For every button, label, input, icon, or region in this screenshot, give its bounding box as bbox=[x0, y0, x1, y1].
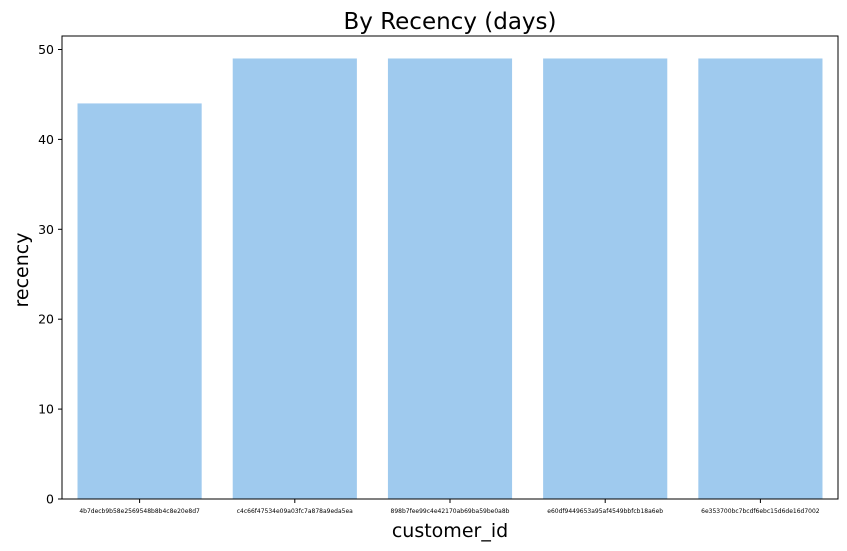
bar-4 bbox=[543, 58, 668, 499]
y-tick-label: 50 bbox=[38, 42, 54, 57]
bar-2 bbox=[232, 58, 357, 499]
x-tick-label: c4c66f47534e09a03fc7a878a9eda5ea bbox=[237, 508, 353, 515]
plot-frame bbox=[61, 35, 839, 500]
x-tick-label: 6e353700bc7bcdf6ebc15d6de16d7002 bbox=[701, 508, 820, 515]
y-axis-ticks: 0 10 20 30 40 50 bbox=[38, 42, 62, 507]
x-tick-label: e60df9449653a95af4549bbfcb18a6eb bbox=[547, 508, 663, 515]
bar-3 bbox=[387, 58, 513, 499]
x-axis-ticks: 4b7decb9b58e2569548b8b4c8e20e8d7 c4c66f47… bbox=[79, 499, 820, 515]
y-tick-label: 0 bbox=[46, 492, 54, 507]
bar-1 bbox=[77, 103, 202, 499]
y-tick-label: 20 bbox=[38, 312, 54, 327]
x-axis-title: customer_id bbox=[392, 520, 508, 542]
y-axis-title: recency bbox=[11, 233, 33, 308]
bar-5 bbox=[698, 58, 823, 499]
x-tick-label: 4b7decb9b58e2569548b8b4c8e20e8d7 bbox=[79, 508, 200, 515]
y-tick-label: 30 bbox=[38, 222, 54, 237]
x-tick-label: 898b7fee99c4e42170ab69ba59be0a8b bbox=[391, 508, 510, 515]
y-tick-label: 10 bbox=[38, 402, 54, 417]
y-tick-label: 40 bbox=[38, 132, 54, 147]
chart-title: By Recency (days) bbox=[344, 9, 557, 35]
bars-group bbox=[77, 58, 823, 499]
